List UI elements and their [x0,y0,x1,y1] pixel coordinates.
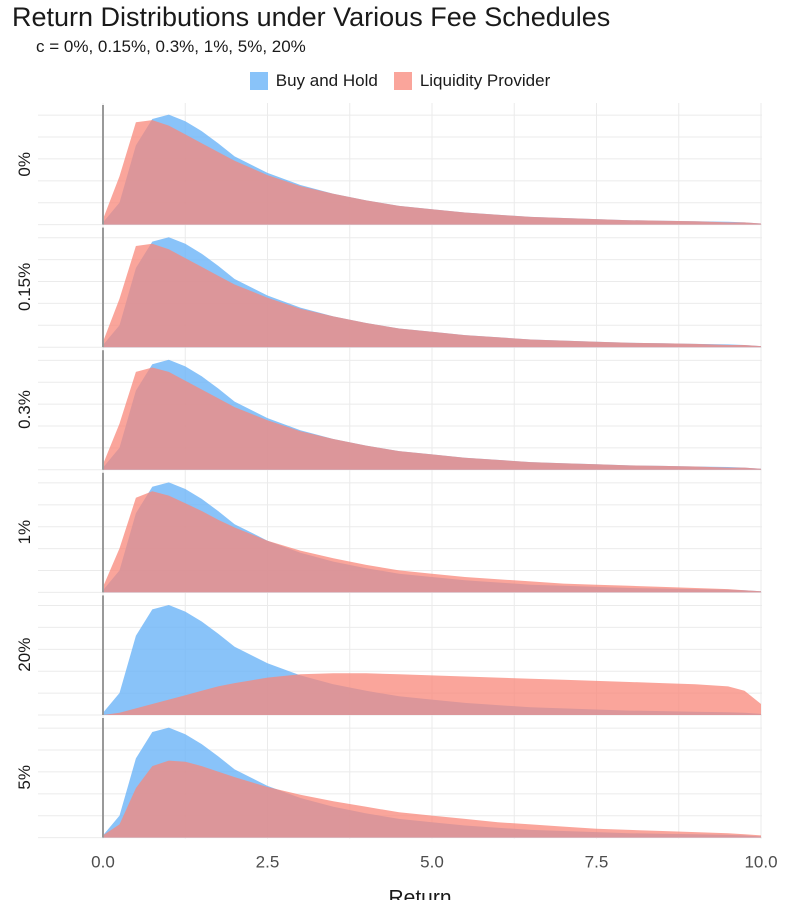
panel-3: 0.3% [15,350,762,471]
panel-label: 1% [15,520,34,545]
x-tick-label: 2.5 [256,853,280,872]
panel-1: 0% [15,105,762,226]
density-area-liquidity-provider [103,673,761,715]
panel-label: 0% [15,152,34,177]
density-area-liquidity-provider [103,760,761,838]
panel-label: 5% [15,765,34,790]
panel-label: 0.15% [15,263,34,311]
legend-swatch-buy-and-hold [249,72,268,90]
panel-5: 20% [15,595,762,716]
x-grid [102,103,762,839]
density-area-liquidity-provider [103,367,761,470]
x-tick-label: 0.0 [91,853,115,872]
panel-2: 0.15% [15,227,762,348]
density-area-liquidity-provider [103,491,761,593]
x-tick-label: 10.0 [744,853,777,872]
legend-swatch-liquidity-provider [393,72,412,90]
density-area-liquidity-provider [103,120,761,225]
legend-label-buy-and-hold: Buy and Hold [275,71,378,90]
chart-subtitle: c = 0%, 0.15%, 0.3%, 1%, 5%, 20% [36,37,306,56]
legend-item-buy-and-hold: Buy and Hold [249,71,378,91]
panel-label: 20% [15,638,34,672]
density-area-liquidity-provider [103,243,761,348]
panel-label: 0.3% [15,390,34,429]
x-tick-label: 5.0 [420,853,444,872]
x-axis-title: Return [388,887,451,900]
panel-4: 1% [15,472,762,593]
legend-item-liquidity-provider: Liquidity Provider [393,71,551,91]
x-tick-label: 7.5 [585,853,609,872]
panel-6: 5% [15,718,762,839]
legend: Buy and Hold Liquidity Provider [0,71,800,91]
chart-title: Return Distributions under Various Fee S… [12,2,611,32]
legend-label-liquidity-provider: Liquidity Provider [419,71,551,90]
